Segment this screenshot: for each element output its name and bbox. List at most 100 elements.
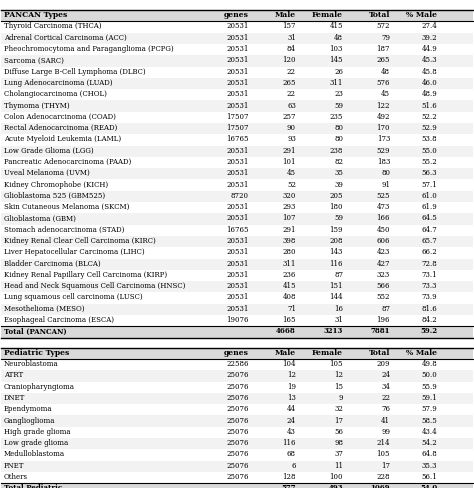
Text: % Male: % Male <box>406 349 438 357</box>
Text: 103: 103 <box>329 45 343 53</box>
Text: Total: Total <box>369 11 390 19</box>
Text: 68: 68 <box>287 450 296 458</box>
Text: 423: 423 <box>377 248 390 256</box>
Text: 183: 183 <box>377 158 390 166</box>
Text: Female: Female <box>312 349 343 357</box>
Text: 59.2: 59.2 <box>420 327 438 335</box>
Text: 20531: 20531 <box>227 248 249 256</box>
Text: High grade glioma: High grade glioma <box>4 428 70 436</box>
Text: Sarcoma (SARC): Sarcoma (SARC) <box>4 56 64 64</box>
Text: 91: 91 <box>381 181 390 188</box>
Text: Craniopharyngioma: Craniopharyngioma <box>4 383 75 391</box>
Text: Total Pediatric: Total Pediatric <box>4 484 62 488</box>
Text: 17: 17 <box>334 417 343 425</box>
Text: 100: 100 <box>329 473 343 481</box>
FancyBboxPatch shape <box>1 10 473 21</box>
Text: 13: 13 <box>287 394 296 402</box>
Text: 20531: 20531 <box>227 147 249 155</box>
Text: Total (PANCAN): Total (PANCAN) <box>4 327 66 335</box>
Text: 228: 228 <box>377 473 390 481</box>
Text: 205: 205 <box>329 192 343 200</box>
Text: 16765: 16765 <box>226 135 249 143</box>
Text: 45.3: 45.3 <box>422 56 438 64</box>
Text: 408: 408 <box>283 293 296 302</box>
Text: 9: 9 <box>338 394 343 402</box>
Text: Kidney Renal Papillary Cell Carcinoma (KIRP): Kidney Renal Papillary Cell Carcinoma (K… <box>4 271 167 279</box>
Text: DNET: DNET <box>4 394 25 402</box>
FancyBboxPatch shape <box>1 213 473 224</box>
Text: Ependymoma: Ependymoma <box>4 405 52 413</box>
Text: 525: 525 <box>377 192 390 200</box>
Text: 214: 214 <box>377 439 390 447</box>
Text: 71: 71 <box>287 305 296 313</box>
Text: 116: 116 <box>329 260 343 267</box>
Text: 17: 17 <box>381 462 390 470</box>
FancyBboxPatch shape <box>1 191 473 202</box>
Text: 606: 606 <box>377 237 390 245</box>
Text: 20531: 20531 <box>227 34 249 42</box>
FancyBboxPatch shape <box>1 247 473 259</box>
Text: 235: 235 <box>329 113 343 121</box>
Text: 20531: 20531 <box>227 237 249 245</box>
Text: genes: genes <box>224 349 249 357</box>
FancyBboxPatch shape <box>1 78 473 89</box>
Text: 3213: 3213 <box>324 327 343 335</box>
Text: Kidney Chromophobe (KICH): Kidney Chromophobe (KICH) <box>4 181 108 188</box>
Text: 80: 80 <box>334 124 343 132</box>
Text: 65.7: 65.7 <box>421 237 438 245</box>
Text: 44.9: 44.9 <box>421 45 438 53</box>
Text: 22: 22 <box>287 90 296 98</box>
Text: 4668: 4668 <box>276 327 296 335</box>
Text: 76: 76 <box>381 405 390 413</box>
Text: 25076: 25076 <box>226 450 249 458</box>
FancyBboxPatch shape <box>1 259 473 270</box>
Text: 51.6: 51.6 <box>421 102 438 109</box>
Text: 11: 11 <box>334 462 343 470</box>
Text: Male: Male <box>275 349 296 357</box>
Text: 25076: 25076 <box>226 394 249 402</box>
Text: 48: 48 <box>334 34 343 42</box>
Text: Female: Female <box>312 11 343 19</box>
Text: 20531: 20531 <box>227 260 249 267</box>
Text: 43: 43 <box>287 428 296 436</box>
Text: 20531: 20531 <box>227 56 249 64</box>
FancyBboxPatch shape <box>1 304 473 315</box>
FancyBboxPatch shape <box>1 404 473 415</box>
Text: 31: 31 <box>287 34 296 42</box>
Text: 53.8: 53.8 <box>422 135 438 143</box>
Text: 52: 52 <box>287 181 296 188</box>
Text: 23: 23 <box>334 90 343 98</box>
Text: 80: 80 <box>381 169 390 177</box>
Text: 84: 84 <box>287 45 296 53</box>
Text: 265: 265 <box>283 79 296 87</box>
Text: 54.2: 54.2 <box>421 439 438 447</box>
Text: Lung Adenocarcinoma (LUAD): Lung Adenocarcinoma (LUAD) <box>4 79 112 87</box>
FancyBboxPatch shape <box>1 21 473 33</box>
Text: 25076: 25076 <box>226 439 249 447</box>
FancyBboxPatch shape <box>1 157 473 168</box>
Text: 144: 144 <box>329 293 343 302</box>
Text: 20531: 20531 <box>227 102 249 109</box>
FancyBboxPatch shape <box>1 44 473 55</box>
Text: 576: 576 <box>377 79 390 87</box>
Text: Pediatric Types: Pediatric Types <box>4 349 69 357</box>
Text: Pancreatic Adenocarcinoma (PAAD): Pancreatic Adenocarcinoma (PAAD) <box>4 158 131 166</box>
Text: 566: 566 <box>377 282 390 290</box>
FancyBboxPatch shape <box>1 415 473 427</box>
Text: 59: 59 <box>334 102 343 109</box>
Text: 98: 98 <box>334 439 343 447</box>
Text: 7881: 7881 <box>371 327 390 335</box>
Text: Kidney Renal Clear Cell Carcinoma (KIRC): Kidney Renal Clear Cell Carcinoma (KIRC) <box>4 237 155 245</box>
Text: Glioblastoma (GBM): Glioblastoma (GBM) <box>4 214 76 223</box>
Text: 64.8: 64.8 <box>421 450 438 458</box>
Text: 236: 236 <box>283 271 296 279</box>
Text: 63: 63 <box>287 102 296 109</box>
FancyBboxPatch shape <box>1 180 473 191</box>
Text: 12: 12 <box>334 371 343 379</box>
Text: Mesothelioma (MESO): Mesothelioma (MESO) <box>4 305 84 313</box>
Text: 173: 173 <box>377 135 390 143</box>
Text: 25076: 25076 <box>226 462 249 470</box>
Text: 20531: 20531 <box>227 271 249 279</box>
Text: Diffuse Large B-Cell Lymphoma (DLBC): Diffuse Large B-Cell Lymphoma (DLBC) <box>4 68 146 76</box>
Text: 24: 24 <box>287 417 296 425</box>
